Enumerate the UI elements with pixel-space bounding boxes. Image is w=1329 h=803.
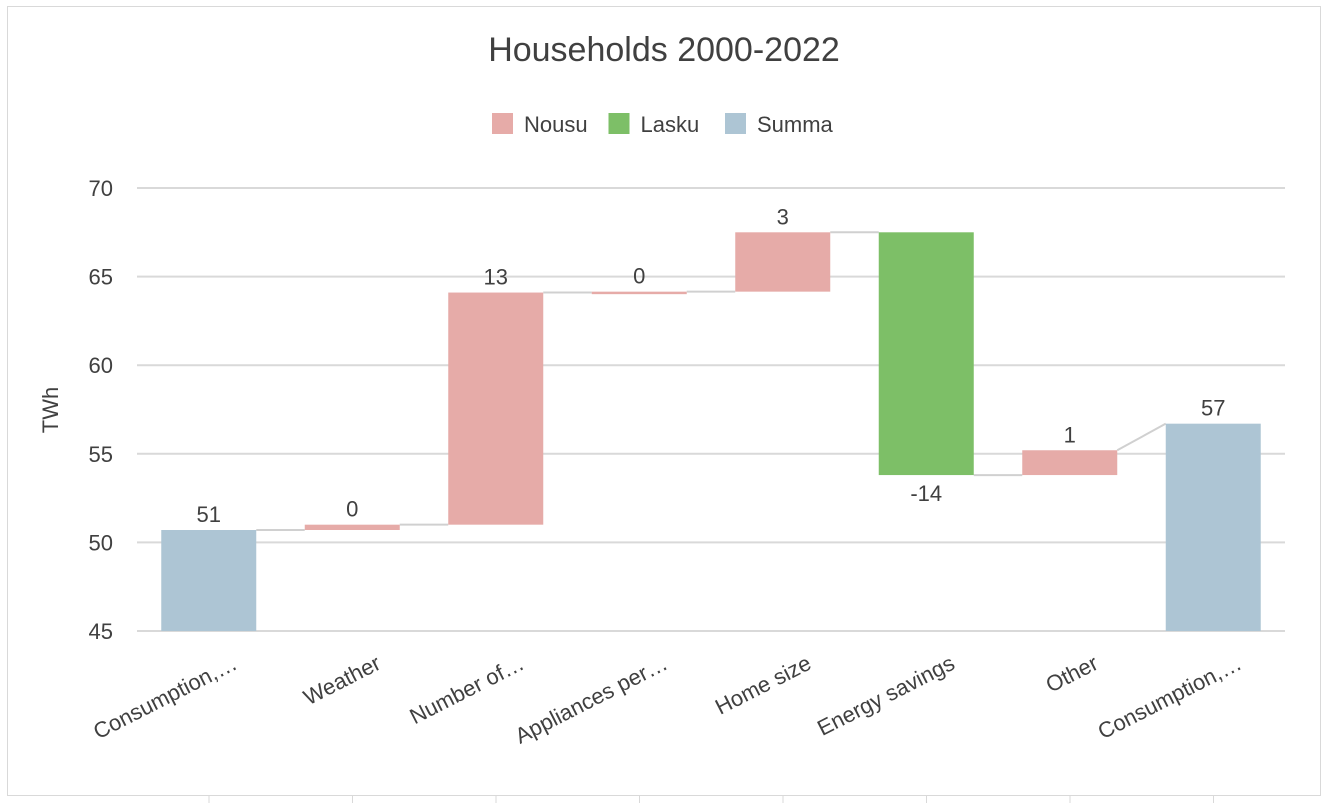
y-tick-label: 60 bbox=[89, 353, 113, 378]
bar-summa bbox=[161, 529, 257, 631]
bar-nousu bbox=[304, 524, 400, 530]
bar-nousu bbox=[448, 292, 544, 525]
data-label: 0 bbox=[633, 264, 645, 289]
connector-line bbox=[1116, 422, 1167, 452]
y-axis-label: TWh bbox=[38, 387, 63, 433]
data-label: 57 bbox=[1201, 396, 1225, 421]
chart-frame bbox=[7, 6, 1321, 796]
data-labels: 51 0 13 0 3 -14 1 57 bbox=[197, 204, 1226, 527]
bar-nousu bbox=[1022, 450, 1118, 476]
gridlines bbox=[137, 187, 1285, 632]
bar-summa bbox=[1165, 423, 1261, 631]
y-tick-label: 70 bbox=[89, 176, 113, 201]
data-label: 13 bbox=[484, 265, 508, 290]
chart-title: Households 2000-2022 bbox=[488, 31, 840, 69]
bars bbox=[161, 232, 1261, 631]
data-label: 3 bbox=[777, 204, 789, 229]
x-tick-label: Appliances per… bbox=[511, 650, 672, 748]
y-axis-ticks: 45 50 55 60 65 70 bbox=[89, 176, 113, 644]
data-label: -14 bbox=[910, 481, 942, 506]
x-tick-label: Consumption,… bbox=[1094, 650, 1246, 744]
legend-label: Summa bbox=[757, 112, 834, 137]
legend-label: Nousu bbox=[524, 112, 588, 137]
x-tick-label: Number of… bbox=[406, 650, 528, 729]
legend-swatch bbox=[492, 113, 513, 134]
y-tick-label: 50 bbox=[89, 530, 113, 555]
legend-swatch bbox=[725, 113, 746, 134]
y-tick-label: 55 bbox=[89, 442, 113, 467]
x-tick-label: Consumption,… bbox=[89, 650, 241, 744]
legend-label: Lasku bbox=[641, 112, 700, 137]
data-label: 51 bbox=[197, 502, 221, 527]
x-axis-ticks: Consumption,… Weather Number of…Appliances… bbox=[89, 650, 1246, 803]
legend-swatch bbox=[608, 113, 630, 134]
bar-nousu bbox=[735, 232, 831, 292]
y-tick-label: 45 bbox=[89, 619, 113, 644]
data-label: 0 bbox=[346, 497, 358, 522]
bar-lasku bbox=[878, 232, 974, 476]
data-label: 1 bbox=[1064, 422, 1076, 447]
bar-nousu bbox=[591, 291, 687, 295]
x-tick-label: Weather bbox=[299, 650, 384, 710]
legend: Nousu Lasku Summa bbox=[492, 112, 834, 137]
x-tick-label: Energy savings bbox=[813, 650, 958, 741]
x-tick-label: Home size bbox=[711, 650, 815, 719]
y-tick-label: 65 bbox=[89, 265, 113, 290]
connector-lines bbox=[256, 231, 1167, 531]
x-tick-label: Other bbox=[1042, 650, 1102, 697]
